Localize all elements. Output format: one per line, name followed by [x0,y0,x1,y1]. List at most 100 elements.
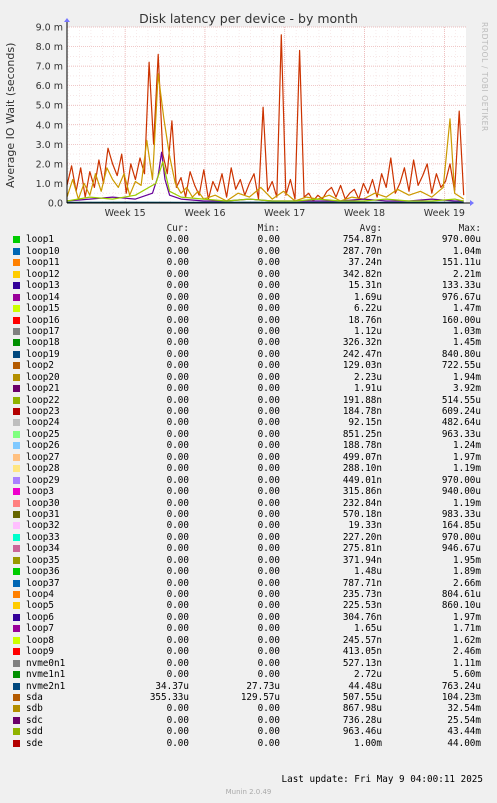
legend-avg-value: 242.47n [342,348,382,360]
x-tick-labels: Week 15 Week 16 Week 17 Week 18 Week 19 [105,208,465,219]
legend-max-value: 25.54m [447,714,481,726]
legend-avg-value: 44.48u [348,680,382,692]
legend-swatch [13,408,20,415]
legend-swatch [13,716,20,724]
legend-avg-value: 287.70n [342,245,382,257]
legend-swatch [13,510,20,518]
legend-min-value: 0.00 [257,520,280,532]
legend-row-loop5: loop5 0.00 0.00 225.53n 860.10u [10,600,490,611]
legend-swatch [13,282,20,290]
legend-swatch [13,305,20,313]
legend-swatch [13,705,20,713]
legend-swatch [13,236,20,244]
legend-min-value: 0.00 [257,394,280,406]
legend-cur-value: 0.00 [166,520,189,532]
legend-header-cur: Cur: [166,223,189,234]
legend-max-value: 940.00u [441,486,481,498]
legend-avg-value: 19.33n [348,520,382,532]
legend-row-loop36: loop36 0.00 0.00 1.48u 1.89m [10,566,490,577]
legend-swatch [13,327,20,335]
legend-row-loop21: loop21 0.00 0.00 1.91u 3.92m [10,383,490,394]
legend-device-name: loop6 [26,611,54,623]
legend-device-name: loop30 [26,497,60,509]
legend-min-value: 129.57u [240,691,280,703]
legend-row-loop17: loop17 0.00 0.00 1.12u 1.03m [10,326,490,337]
legend-min-value: 0.00 [257,245,280,257]
legend-max-value: 976.67u [441,291,481,303]
legend-device-name: sda [26,691,43,703]
legend-min-value: 0.00 [257,646,280,658]
legend-row-sdb: sdb 0.00 0.00 867.98u 32.54m [10,703,490,714]
legend-max-value: 43.44m [447,726,481,738]
legend-swatch [13,396,20,404]
legend-device-name: loop20 [26,371,60,383]
legend-swatch [13,488,20,496]
legend-cur-value: 0.00 [166,383,189,395]
legend-avg-value: 449.01n [342,474,382,486]
legend-swatch [13,247,20,255]
legend-min-value: 0.00 [257,440,280,452]
legend-row-loop37: loop37 0.00 0.00 787.71n 2.66m [10,578,490,589]
legend-row-loop3: loop3 0.00 0.00 315.86n 940.00u [10,486,490,497]
legend-row-sdd: sdd 0.00 0.00 963.46u 43.44m [10,726,490,737]
legend-row-loop26: loop26 0.00 0.00 188.78n 1.24m [10,440,490,451]
legend-min-value: 0.00 [257,406,280,417]
legend-avg-value: 288.10n [342,463,382,475]
legend-cur-value: 0.00 [166,508,189,520]
legend-cur-value: 0.00 [166,280,189,292]
grid-lines [67,26,466,203]
legend-min-value: 0.00 [257,337,280,349]
legend-row-loop1: loop1 0.00 0.00 754.87n 970.00u [10,234,490,245]
legend-swatch [13,556,20,564]
legend-row-loop4: loop4 0.00 0.00 235.73n 804.61u [10,589,490,600]
legend-row-nvme0n1: nvme0n1 0.00 0.00 527.13n 1.11m [10,658,490,669]
legend-max-value: 804.61u [441,589,481,600]
x-tick-label: Week 18 [344,208,385,219]
legend-max-value: 1.94m [453,371,481,383]
legend-max-value: 763.24u [441,680,481,692]
legend-avg-value: 413.05n [342,646,382,658]
legend-device-name: loop16 [26,314,60,326]
legend-cur-value: 0.00 [166,589,189,600]
legend-max-value: 151.11u [441,257,481,269]
legend-avg-value: 1.65u [354,623,382,635]
legend-min-value: 0.00 [257,577,280,589]
legend-avg-value: 18.76n [348,314,382,326]
legend-max-value: 983.33u [441,508,481,520]
legend-device-name: loop25 [26,428,60,440]
legend-device-name: loop4 [26,589,54,600]
legend-min-value: 0.00 [257,531,280,543]
legend-max-value: 104.23m [441,691,481,703]
legend-swatch [13,316,20,324]
legend-min-value: 0.00 [257,268,280,280]
y-tick-label: 5.0 m [36,101,63,112]
legend-avg-value: 232.84n [342,497,382,509]
legend-cur-value: 0.00 [166,543,189,555]
legend-swatch [13,602,20,610]
legend-device-name: loop2 [26,360,54,372]
legend-row-loop9: loop9 0.00 0.00 413.05n 2.46m [10,646,490,657]
legend-cur-value: 0.00 [166,428,189,440]
x-axis-arrow-icon [470,200,474,206]
legend-swatch [13,385,20,393]
legend-avg-value: 527.13n [342,657,382,669]
legend-swatch [13,373,20,381]
legend-avg-value: 2.72u [354,669,382,681]
legend-cur-value: 0.00 [166,348,189,360]
legend-min-value: 0.00 [257,303,280,315]
legend-device-name: loop10 [26,245,60,257]
legend-cur-value: 0.00 [166,611,189,623]
legend-swatch [13,499,20,507]
legend-device-name: nvme0n1 [26,657,66,669]
legend-avg-value: 326.32n [342,337,382,349]
legend-row-loop32: loop32 0.00 0.00 19.33n 164.85u [10,520,490,531]
legend-avg-value: 867.98u [342,703,382,715]
legend-cur-value: 0.00 [166,268,189,280]
legend-cur-value: 0.00 [166,257,189,269]
legend-device-name: loop9 [26,646,54,658]
legend-avg-value: 235.73n [342,589,382,600]
legend-device-name: loop31 [26,508,60,520]
legend-swatch [13,728,20,736]
legend-avg-value: 342.82n [342,268,382,280]
legend-swatch [13,579,20,587]
